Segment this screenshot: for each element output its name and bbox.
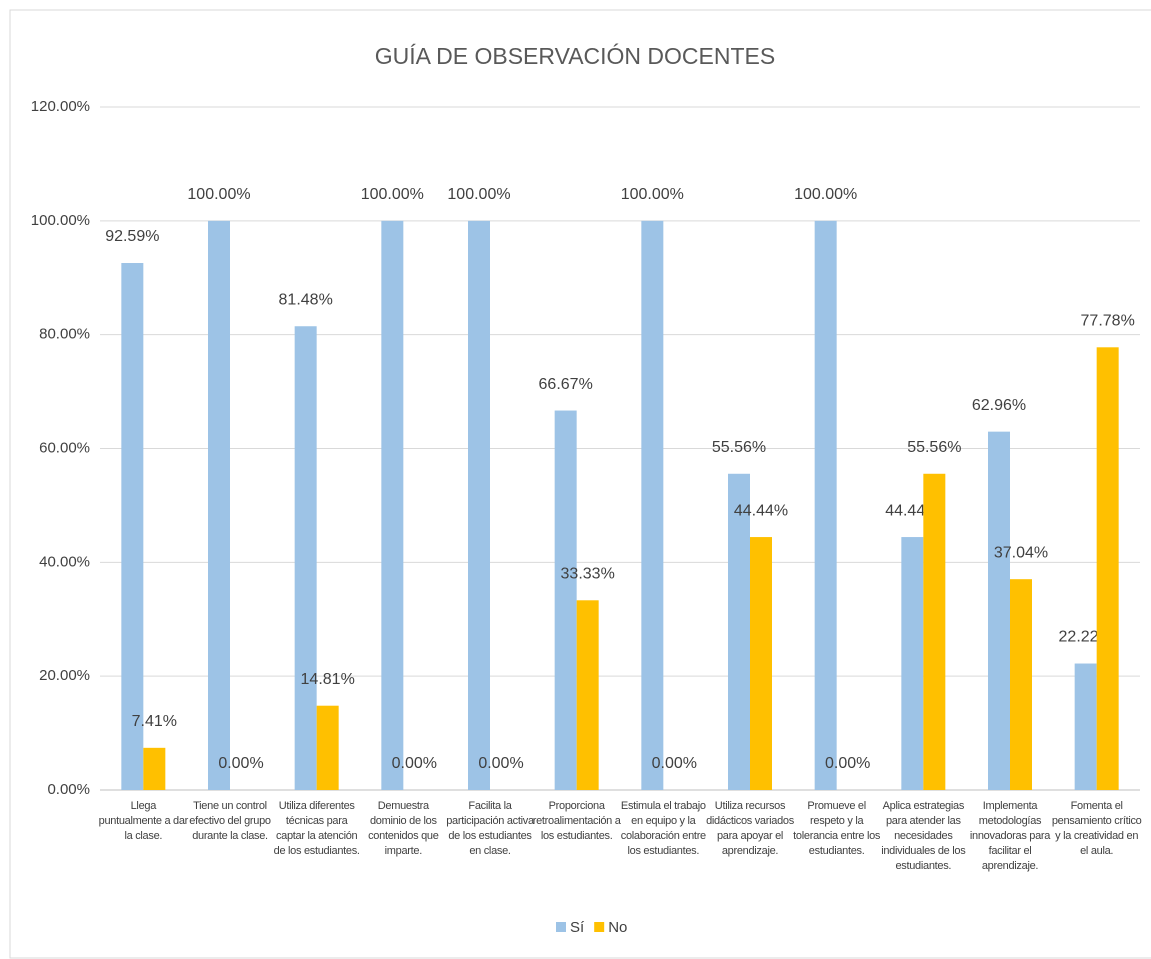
data-label: 0.00%	[218, 755, 263, 772]
x-tick-label: Facilita la participación activa de los …	[446, 800, 534, 857]
bar	[728, 473, 750, 790]
legend-swatch	[594, 922, 605, 932]
data-label: 81.48%	[279, 291, 333, 308]
data-label: 14.81%	[301, 671, 355, 688]
data-label: 77.78%	[1081, 313, 1135, 330]
data-label: 55.56%	[907, 439, 961, 456]
data-label: 100.00%	[361, 186, 424, 203]
x-tick-label: Utiliza diferentes técnicas para captar …	[273, 800, 360, 857]
x-tick-label: Demuestra dominio de los contenidos que …	[368, 800, 439, 857]
y-tick-label: 20.00%	[39, 667, 90, 684]
data-label: 100.00%	[621, 186, 684, 203]
bar	[576, 600, 599, 790]
bar	[750, 537, 772, 790]
data-label: 0.00%	[478, 755, 523, 772]
data-label: 0.00%	[392, 755, 437, 772]
x-tick-label: Estimula el trabajo en equipo y la colab…	[620, 800, 706, 857]
chart-border	[9, 9, 1151, 959]
bar	[121, 263, 144, 791]
y-tick-label: 60.00%	[39, 439, 90, 456]
bar	[316, 705, 339, 790]
bar	[143, 747, 166, 790]
bar	[641, 220, 664, 791]
bar	[988, 431, 1010, 790]
bar	[1010, 579, 1032, 790]
bar	[554, 410, 577, 790]
y-tick-label: 40.00%	[39, 553, 90, 570]
bar	[814, 220, 837, 791]
y-tick-label: 0.00%	[47, 781, 90, 798]
x-tick-label: Implementa metodologías innovadoras para…	[969, 800, 1051, 872]
y-tick-label: 120.00%	[31, 98, 90, 115]
data-label: 100.00%	[794, 186, 857, 203]
data-label: 66.67%	[539, 376, 593, 393]
x-tick-label: Aplica estrategias para atender las nece…	[881, 800, 966, 872]
bar	[923, 473, 946, 790]
bar	[901, 537, 924, 790]
x-tick-label: Tiene un control efectivo del grupo dura…	[189, 800, 271, 842]
data-label: 100.00%	[447, 186, 510, 203]
data-label: 33.33%	[561, 566, 615, 583]
bar	[1096, 347, 1119, 790]
x-tick-label: Promueve el respeto y la tolerancia entr…	[793, 800, 881, 857]
bar	[208, 220, 230, 791]
x-tick-label: Proporciona retroalimentación a los estu…	[532, 800, 621, 842]
y-tick-label: 100.00%	[31, 212, 90, 229]
data-label: 0.00%	[825, 755, 870, 772]
x-tick-label: Fomenta el pensamiento crítico y la crea…	[1051, 800, 1142, 857]
data-label: 62.96%	[972, 397, 1026, 414]
bar	[1074, 663, 1097, 790]
chart-title: GUÍA DE OBSERVACIÓN DOCENTES	[375, 43, 775, 69]
legend-swatch	[556, 922, 566, 932]
legend-label: Sí	[570, 919, 585, 936]
data-label: 0.00%	[652, 755, 697, 772]
bar	[468, 220, 490, 791]
x-tick-label: Llega puntualmente a dar la clase.	[98, 800, 189, 842]
data-label: 44.44%	[734, 502, 788, 519]
y-tick-label: 80.00%	[39, 326, 90, 343]
data-label: 92.59%	[105, 228, 159, 245]
data-label: 7.41%	[132, 713, 177, 730]
data-label: 55.56%	[712, 439, 766, 456]
data-label: 37.04%	[994, 544, 1048, 561]
x-tick-label: Utiliza recursos didácticos variados par…	[706, 800, 794, 857]
legend-label: No	[608, 919, 627, 936]
data-label: 100.00%	[187, 186, 250, 203]
bar	[381, 220, 404, 791]
bar	[294, 326, 317, 790]
